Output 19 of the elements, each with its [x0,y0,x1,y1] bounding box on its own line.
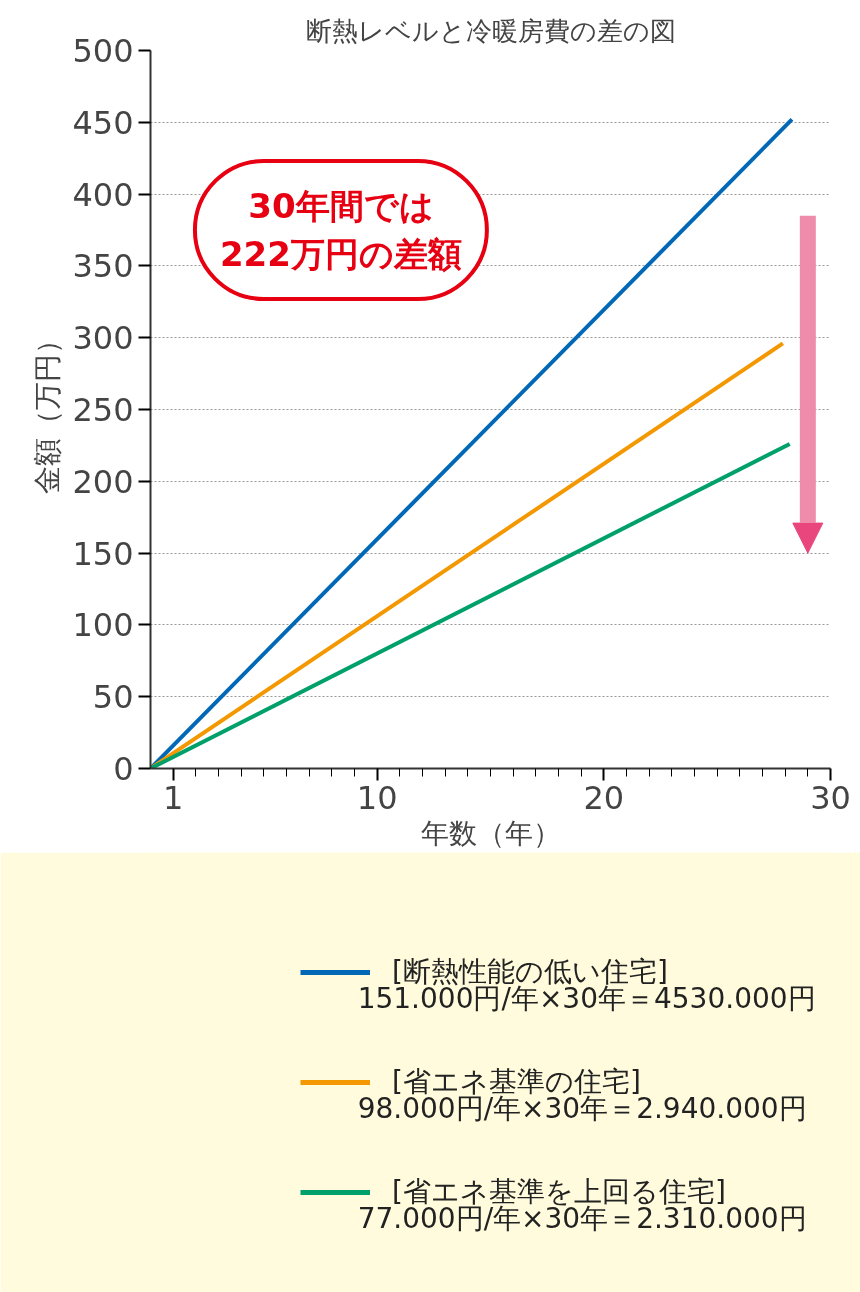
y-axis-title: 金額（万円） [31,325,65,494]
y-tick-label: 300 [72,319,134,358]
y-tick-label: 400 [72,175,134,214]
y-tick-label: 250 [72,391,134,429]
y-tick-label: 100 [72,606,134,645]
x-axis-title: 年数（年） [420,816,561,850]
y-tick-label: 450 [72,103,134,142]
annotation: 30年間では 222万円の差額 [219,186,462,274]
x-tick-label: 30 [810,778,851,817]
y-tick-label: 500 [72,32,134,70]
y-tick-label: 50 [92,678,134,717]
y-tick-label: 350 [72,247,134,286]
y-tick-label: 200 [72,462,134,501]
y-tick-label: 150 [72,534,134,573]
x-tick-label: 10 [356,778,398,817]
y-tick-label: 0 [113,750,134,788]
x-tick-label: 20 [583,778,625,817]
chart-title: 断熱レベルと冷暖房費の差の図 [305,15,676,46]
x-tick-label: 1 [162,778,184,817]
